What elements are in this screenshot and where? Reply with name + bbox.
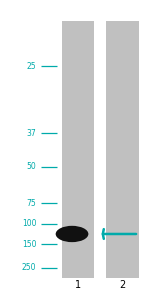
Text: 2: 2 <box>119 280 126 290</box>
Text: 250: 250 <box>22 263 36 272</box>
Text: 25: 25 <box>27 62 36 71</box>
Text: 1: 1 <box>75 280 81 290</box>
Ellipse shape <box>56 226 88 242</box>
Text: 150: 150 <box>22 240 36 249</box>
Text: 75: 75 <box>27 199 36 208</box>
Text: 37: 37 <box>27 129 36 138</box>
Text: 100: 100 <box>22 219 36 228</box>
Text: 50: 50 <box>27 162 36 171</box>
Bar <box>106 21 139 278</box>
Bar <box>62 21 94 278</box>
